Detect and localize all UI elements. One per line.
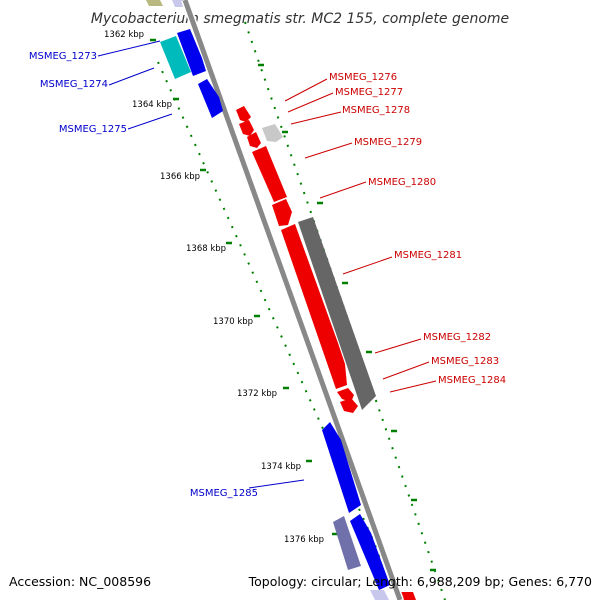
- gene-label-msmeg-1282[interactable]: MSMEG_1282: [423, 332, 491, 343]
- kbp-label-1372: 1372 kbp: [237, 389, 277, 399]
- gene-feature-msmeg-1283[interactable]: [340, 398, 358, 413]
- gene-feature-msmeg-1280-b[interactable]: [272, 199, 292, 226]
- gene-feature-msmeg-1280-a[interactable]: [252, 146, 287, 202]
- gene-feature-msmeg-1285[interactable]: [322, 422, 361, 513]
- gene-label-msmeg-1279[interactable]: MSMEG_1279: [354, 137, 422, 148]
- accession-text: Accession: NC_008596: [9, 574, 151, 589]
- map-title: Mycobacterium smegmatis str. MC2 155, co…: [91, 11, 509, 27]
- gene-feature-msmeg-1277[interactable]: [239, 120, 254, 136]
- gene-label-msmeg-1284[interactable]: MSMEG_1284: [438, 375, 506, 386]
- gene-feature-msmeg-1281[interactable]: [281, 224, 347, 389]
- gene-label-msmeg-1276[interactable]: MSMEG_1276: [329, 72, 397, 83]
- gene-feature-msmeg-1278[interactable]: [262, 124, 283, 142]
- leader-lines: [97, 40, 437, 489]
- gene-feature-dark-rev: [298, 217, 376, 410]
- kbp-label-1366: 1366 kbp: [160, 172, 200, 182]
- gene-feature-msmeg-1273[interactable]: [160, 36, 191, 79]
- genome-backbone: [181, 0, 404, 600]
- gene-label-msmeg-1280[interactable]: MSMEG_1280: [368, 177, 436, 188]
- gene-feature-msmeg-1279[interactable]: [247, 132, 261, 148]
- major-ticks: [150, 38, 436, 572]
- edge-features: [146, 0, 416, 600]
- gene-label-msmeg-1273[interactable]: MSMEG_1273: [29, 51, 97, 62]
- forward-genes: [160, 29, 390, 590]
- kbp-label-1374: 1374 kbp: [261, 462, 301, 472]
- gene-label-msmeg-1277[interactable]: MSMEG_1277: [335, 87, 403, 98]
- gene-feature-msmeg-1274[interactable]: [177, 29, 206, 76]
- gene-feature-msmeg-1276[interactable]: [236, 106, 251, 122]
- right-tick-track: [244, 21, 446, 600]
- gene-feature-right-blue: [350, 514, 390, 590]
- ruler-labels: 1362 kbp 1364 kbp 1366 kbp 1368 kbp 1370…: [104, 30, 324, 545]
- kbp-label-1368: 1368 kbp: [186, 244, 226, 254]
- genome-summary-text: Topology: circular; Length: 6,988,209 bp…: [248, 574, 592, 589]
- gene-feature-dark-1: [333, 516, 361, 570]
- left-tick-track: [157, 61, 401, 600]
- gene-labels: MSMEG_1273 MSMEG_1274 MSMEG_1275 MSMEG_1…: [29, 51, 506, 499]
- gene-label-msmeg-1285[interactable]: MSMEG_1285: [190, 488, 258, 499]
- gene-label-msmeg-1275[interactable]: MSMEG_1275: [59, 124, 127, 135]
- gene-feature-msmeg-1275[interactable]: [198, 79, 223, 118]
- kbp-label-1364: 1364 kbp: [132, 100, 172, 110]
- kbp-label-1370: 1370 kbp: [213, 317, 253, 327]
- reverse-genes: [236, 106, 376, 413]
- kbp-label-1376: 1376 kbp: [284, 535, 324, 545]
- gene-label-msmeg-1283[interactable]: MSMEG_1283: [431, 356, 499, 367]
- gene-label-msmeg-1281[interactable]: MSMEG_1281: [394, 250, 462, 261]
- gene-label-msmeg-1278[interactable]: MSMEG_1278: [342, 105, 410, 116]
- gene-label-msmeg-1274[interactable]: MSMEG_1274: [40, 79, 108, 90]
- kbp-label-1362: 1362 kbp: [104, 30, 144, 40]
